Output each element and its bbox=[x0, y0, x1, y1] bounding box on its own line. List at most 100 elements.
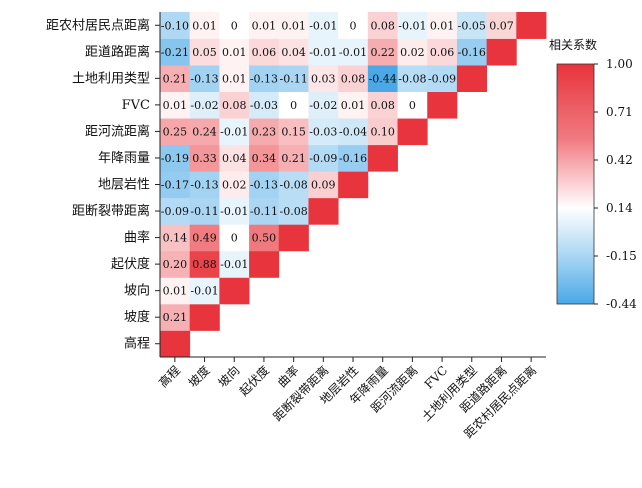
heatmap-cell bbox=[338, 171, 369, 199]
heatmap-cell bbox=[427, 38, 458, 66]
heatmap-cell bbox=[160, 330, 191, 358]
cell-value: -0.08 bbox=[398, 72, 426, 85]
heatmap-cell bbox=[160, 65, 191, 93]
row-label: 距河流距离 bbox=[85, 123, 150, 139]
heatmap-cell bbox=[189, 65, 220, 93]
cell-value: 0.21 bbox=[163, 72, 188, 85]
cell-value: -0.01 bbox=[220, 125, 248, 138]
cell-value: 0.01 bbox=[163, 99, 188, 112]
cell-value: -0.17 bbox=[161, 179, 189, 192]
column-label: 坡度 bbox=[185, 363, 213, 391]
heatmap-cell bbox=[278, 38, 309, 66]
heatmap-cell bbox=[338, 118, 369, 146]
heatmap-cell bbox=[249, 118, 280, 146]
column-label: 起伏度 bbox=[236, 363, 272, 399]
colorbar-tick-label: -0.44 bbox=[606, 297, 637, 311]
cell-value: -0.11 bbox=[280, 72, 308, 85]
heatmap-cell bbox=[367, 12, 398, 39]
cell-value: 0.05 bbox=[192, 46, 217, 59]
cell-value: -0.02 bbox=[309, 99, 337, 112]
heatmap-cell bbox=[219, 144, 250, 172]
heatmap-cell bbox=[189, 118, 220, 146]
heatmap-cell bbox=[160, 250, 191, 278]
cell-value: -0.13 bbox=[190, 72, 218, 85]
heatmap-cell bbox=[219, 12, 250, 39]
colorbar-tick-label: -0.15 bbox=[606, 249, 637, 263]
cell-value: 0 bbox=[350, 19, 357, 32]
cell-value: 0.22 bbox=[370, 46, 395, 59]
cell-value: 0.23 bbox=[252, 125, 277, 138]
heatmap-cell bbox=[249, 91, 280, 119]
cell-value: -0.01 bbox=[339, 46, 367, 59]
heatmap-cell bbox=[486, 12, 517, 39]
heatmap-cell bbox=[308, 38, 339, 66]
cell-value: 0.33 bbox=[192, 152, 217, 165]
heatmap-cell bbox=[160, 144, 191, 172]
cell-value: -0.04 bbox=[339, 125, 367, 138]
cell-value: 0.06 bbox=[252, 46, 277, 59]
heatmap-cell bbox=[278, 118, 309, 146]
heatmap-cell bbox=[397, 65, 428, 93]
heatmap-cell bbox=[278, 171, 309, 199]
cell-value: -0.13 bbox=[250, 179, 278, 192]
heatmap-cell bbox=[160, 38, 191, 66]
heatmap-cell bbox=[249, 224, 280, 252]
cell-value: 0.21 bbox=[281, 152, 306, 165]
cell-value: 0.08 bbox=[370, 19, 395, 32]
row-label: 坡向 bbox=[124, 283, 150, 299]
cell-value: -0.03 bbox=[309, 125, 337, 138]
heatmap-cell bbox=[278, 224, 309, 252]
cell-value: -0.09 bbox=[428, 72, 456, 85]
heatmap-cell bbox=[338, 144, 369, 172]
heatmap-cell bbox=[160, 171, 191, 199]
heatmap-cell bbox=[249, 144, 280, 172]
row-label: 距农村居民点距离 bbox=[46, 17, 150, 33]
cell-value: 0.10 bbox=[370, 125, 395, 138]
heatmap-cell bbox=[219, 65, 250, 93]
cell-value: -0.44 bbox=[369, 72, 397, 85]
cell-value: 0.08 bbox=[222, 99, 247, 112]
heatmap-cell bbox=[249, 38, 280, 66]
heatmap-cell bbox=[308, 197, 339, 225]
cell-value: -0.03 bbox=[250, 99, 278, 112]
heatmap-cell bbox=[219, 277, 250, 305]
heatmap-cell bbox=[397, 38, 428, 66]
cell-value: -0.10 bbox=[161, 19, 189, 32]
cell-value: 0.34 bbox=[252, 152, 277, 165]
heatmap-cell bbox=[367, 38, 398, 66]
cell-value: -0.13 bbox=[250, 72, 278, 85]
cell-value: -0.19 bbox=[161, 152, 189, 165]
row-label: 高程 bbox=[124, 336, 150, 352]
column-label: 高程 bbox=[155, 363, 183, 391]
heatmap-cell bbox=[308, 12, 339, 39]
cell-value: 0.09 bbox=[311, 179, 336, 192]
cell-value: 0.01 bbox=[341, 99, 366, 112]
heatmap-cell bbox=[456, 38, 488, 66]
cell-value: -0.11 bbox=[250, 205, 278, 218]
colorbar-tick-label: 1.00 bbox=[606, 57, 633, 71]
row-label: 坡度 bbox=[124, 309, 150, 325]
heatmap-cell bbox=[160, 91, 191, 119]
cell-value: 0.01 bbox=[430, 19, 455, 32]
heatmap-cell bbox=[338, 38, 369, 66]
cell-value: 0 bbox=[231, 19, 238, 32]
cell-value: -0.08 bbox=[280, 205, 308, 218]
heatmap-cell bbox=[456, 12, 488, 39]
heatmap-cell bbox=[160, 12, 191, 39]
colorbar: 相关系数 1.00 0.71 0.42 0.14 -0.15 -0.44 bbox=[549, 37, 637, 311]
heatmap-cell bbox=[367, 91, 398, 119]
heatmap-cell bbox=[249, 250, 280, 278]
colorbar-tick-label: 0.42 bbox=[606, 153, 633, 167]
row-label: 年降雨量 bbox=[98, 151, 150, 166]
cell-value: -0.01 bbox=[220, 258, 248, 271]
cell-value: 0.50 bbox=[252, 232, 277, 245]
heatmap-cell bbox=[189, 12, 220, 39]
cell-value: 0.03 bbox=[311, 72, 336, 85]
cell-value: -0.11 bbox=[190, 205, 218, 218]
heatmap-cell bbox=[189, 38, 220, 66]
heatmap-cell bbox=[189, 144, 220, 172]
heatmap-cell bbox=[219, 38, 250, 66]
row-label: 曲率 bbox=[124, 230, 150, 246]
